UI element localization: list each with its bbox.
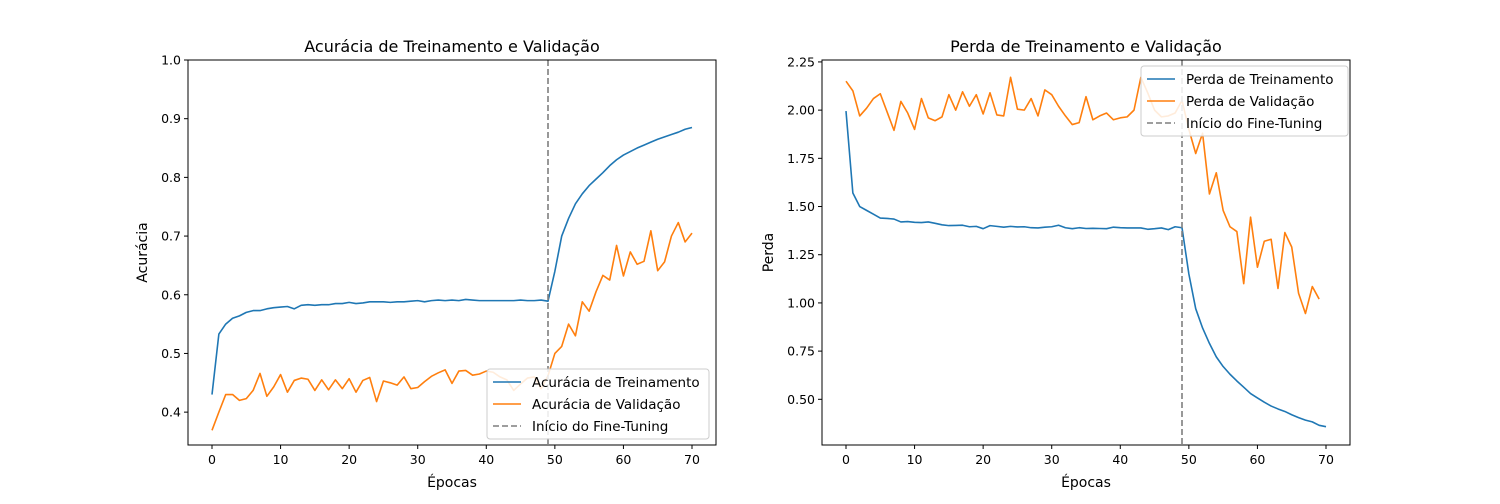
x-tick-label: 10 [907,452,923,467]
legend-label: Acurácia de Treinamento [532,375,700,391]
x-tick-label: 40 [1112,452,1128,467]
x-tick-label: 60 [615,452,631,467]
plot-frame [821,59,1351,446]
y-tick-label: 0.75 [787,344,815,359]
legend-box [486,368,710,440]
plot-frame [187,59,717,446]
series-line-validation [845,76,1320,315]
x-tick-label: 70 [1318,452,1334,467]
x-tick-label: 30 [1044,452,1060,467]
y-tick-label: 2.25 [787,54,815,69]
y-tick-label: 1.0 [161,53,181,68]
y-tick-label: 0.4 [161,405,181,420]
chart-title: Acurácia de Treinamento e Validação [304,37,599,56]
x-tick-label: 70 [684,452,700,467]
x-tick-label: 50 [547,452,563,467]
x-tick-label: 10 [273,452,289,467]
legend-label: Perda de Treinamento [1186,72,1334,88]
y-tick-label: 0.7 [161,229,181,244]
x-tick-label: 20 [975,452,991,467]
chart-title: Perda de Treinamento e Validação [950,37,1222,56]
y-tick-label: 1.00 [787,295,815,310]
legend-label: Início do Fine-Tuning [1186,116,1322,132]
y-tick-label: 0.5 [161,346,181,361]
legend-box [1140,65,1349,137]
legend-label: Perda de Validação [1186,94,1314,110]
series-line-training [211,126,693,395]
y-tick-label: 0.6 [161,287,181,302]
y-tick-label: 1.75 [787,151,815,166]
y-tick-label: 0.8 [161,170,181,185]
series-line-validation [211,221,693,431]
x-tick-label: 40 [478,452,494,467]
y-tick-label: 2.00 [787,103,815,118]
series-line-training [845,111,1327,428]
x-tick-label: 30 [410,452,426,467]
x-axis-label: Épocas [1061,474,1111,491]
y-tick-label: 1.50 [787,199,815,214]
x-tick-label: 50 [1181,452,1197,467]
x-tick-label: 0 [842,452,850,467]
y-axis-label: Acurácia [135,222,151,282]
legend-label: Acurácia de Validação [532,397,680,413]
x-tick-label: 60 [1249,452,1265,467]
y-axis-label: Perda [761,233,777,273]
x-axis-label: Épocas [427,474,477,491]
y-tick-label: 0.9 [161,111,181,126]
y-tick-label: 0.50 [787,392,815,407]
legend-label: Início do Fine-Tuning [532,419,668,435]
y-tick-label: 1.25 [787,247,815,262]
x-tick-label: 0 [208,452,216,467]
x-tick-label: 20 [341,452,357,467]
